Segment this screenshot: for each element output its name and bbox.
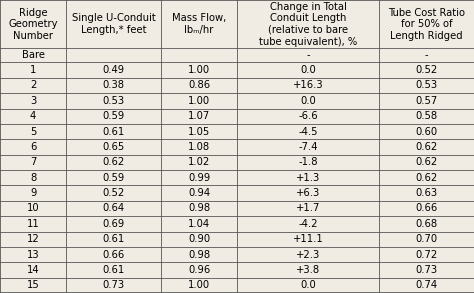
Text: 0.59: 0.59 (103, 111, 125, 121)
Text: 0.62: 0.62 (416, 142, 438, 152)
Text: 4: 4 (30, 111, 36, 121)
Text: Single U-Conduit
Length,* feet: Single U-Conduit Length,* feet (72, 13, 155, 35)
Text: 1.04: 1.04 (188, 219, 210, 229)
Text: -7.4: -7.4 (298, 142, 318, 152)
Text: 9: 9 (30, 188, 36, 198)
Text: +1.7: +1.7 (296, 203, 320, 213)
Text: 0.62: 0.62 (103, 157, 125, 167)
Text: -6.6: -6.6 (298, 111, 318, 121)
Text: 0.64: 0.64 (103, 203, 125, 213)
Text: 0.74: 0.74 (416, 280, 438, 290)
Text: Mass Flow,
lbₘ/hr: Mass Flow, lbₘ/hr (172, 13, 226, 35)
Text: 0.57: 0.57 (416, 96, 438, 106)
Text: 1: 1 (30, 65, 36, 75)
Text: Change in Total
Conduit Length
(relative to bare
tube equivalent), %: Change in Total Conduit Length (relative… (259, 2, 357, 47)
Text: 0.98: 0.98 (188, 250, 210, 260)
Text: -: - (425, 50, 428, 60)
Text: +16.3: +16.3 (293, 81, 323, 91)
Text: 0.53: 0.53 (103, 96, 125, 106)
Text: 0.94: 0.94 (188, 188, 210, 198)
Text: 0.61: 0.61 (103, 265, 125, 275)
Text: -4.2: -4.2 (298, 219, 318, 229)
Text: 3: 3 (30, 96, 36, 106)
Text: 6: 6 (30, 142, 36, 152)
Text: 0.59: 0.59 (103, 173, 125, 183)
Text: +6.3: +6.3 (296, 188, 320, 198)
Text: 0.63: 0.63 (416, 188, 438, 198)
Text: 1.00: 1.00 (188, 280, 210, 290)
Text: 0.52: 0.52 (416, 65, 438, 75)
Text: 1.00: 1.00 (188, 96, 210, 106)
Text: 0.68: 0.68 (416, 219, 438, 229)
Text: 1.07: 1.07 (188, 111, 210, 121)
Text: 8: 8 (30, 173, 36, 183)
Text: 0.86: 0.86 (188, 81, 210, 91)
Text: 12: 12 (27, 234, 39, 244)
Text: 7: 7 (30, 157, 36, 167)
Text: 0.73: 0.73 (103, 280, 125, 290)
Text: 0.99: 0.99 (188, 173, 210, 183)
Text: 1.00: 1.00 (188, 65, 210, 75)
Text: 0.69: 0.69 (103, 219, 125, 229)
Text: 14: 14 (27, 265, 39, 275)
Text: 0.0: 0.0 (300, 65, 316, 75)
Text: 10: 10 (27, 203, 39, 213)
Text: 0.72: 0.72 (416, 250, 438, 260)
Text: 0.96: 0.96 (188, 265, 210, 275)
Text: Bare: Bare (22, 50, 45, 60)
Text: 0.38: 0.38 (103, 81, 125, 91)
Text: -: - (306, 50, 310, 60)
Text: 0.61: 0.61 (103, 127, 125, 137)
Text: 0.66: 0.66 (103, 250, 125, 260)
Text: 0.70: 0.70 (416, 234, 438, 244)
Text: Ridge
Geometry
Number: Ridge Geometry Number (9, 8, 58, 41)
Text: 0.62: 0.62 (416, 157, 438, 167)
Text: 2: 2 (30, 81, 36, 91)
Text: 0.62: 0.62 (416, 173, 438, 183)
Text: 0.60: 0.60 (416, 127, 438, 137)
Text: 0.0: 0.0 (300, 96, 316, 106)
Text: 0.53: 0.53 (416, 81, 438, 91)
Text: 5: 5 (30, 127, 36, 137)
Text: 15: 15 (27, 280, 39, 290)
Text: +11.1: +11.1 (293, 234, 323, 244)
Text: 1.02: 1.02 (188, 157, 210, 167)
Text: 13: 13 (27, 250, 39, 260)
Text: 0.52: 0.52 (103, 188, 125, 198)
Text: +3.8: +3.8 (296, 265, 320, 275)
Text: 1.05: 1.05 (188, 127, 210, 137)
Text: 0.61: 0.61 (103, 234, 125, 244)
Text: -1.8: -1.8 (298, 157, 318, 167)
Text: 0.98: 0.98 (188, 203, 210, 213)
Text: 11: 11 (27, 219, 39, 229)
Text: 0.65: 0.65 (103, 142, 125, 152)
Text: +2.3: +2.3 (296, 250, 320, 260)
Text: 0.58: 0.58 (416, 111, 438, 121)
Text: Tube Cost Ratio
for 50% of
Length Ridged: Tube Cost Ratio for 50% of Length Ridged (388, 8, 465, 41)
Text: 0.73: 0.73 (416, 265, 438, 275)
Text: 0.90: 0.90 (188, 234, 210, 244)
Text: 0.49: 0.49 (103, 65, 125, 75)
Text: 0.66: 0.66 (416, 203, 438, 213)
Text: 1.08: 1.08 (188, 142, 210, 152)
Text: +1.3: +1.3 (296, 173, 320, 183)
Text: 0.0: 0.0 (300, 280, 316, 290)
Text: -4.5: -4.5 (298, 127, 318, 137)
